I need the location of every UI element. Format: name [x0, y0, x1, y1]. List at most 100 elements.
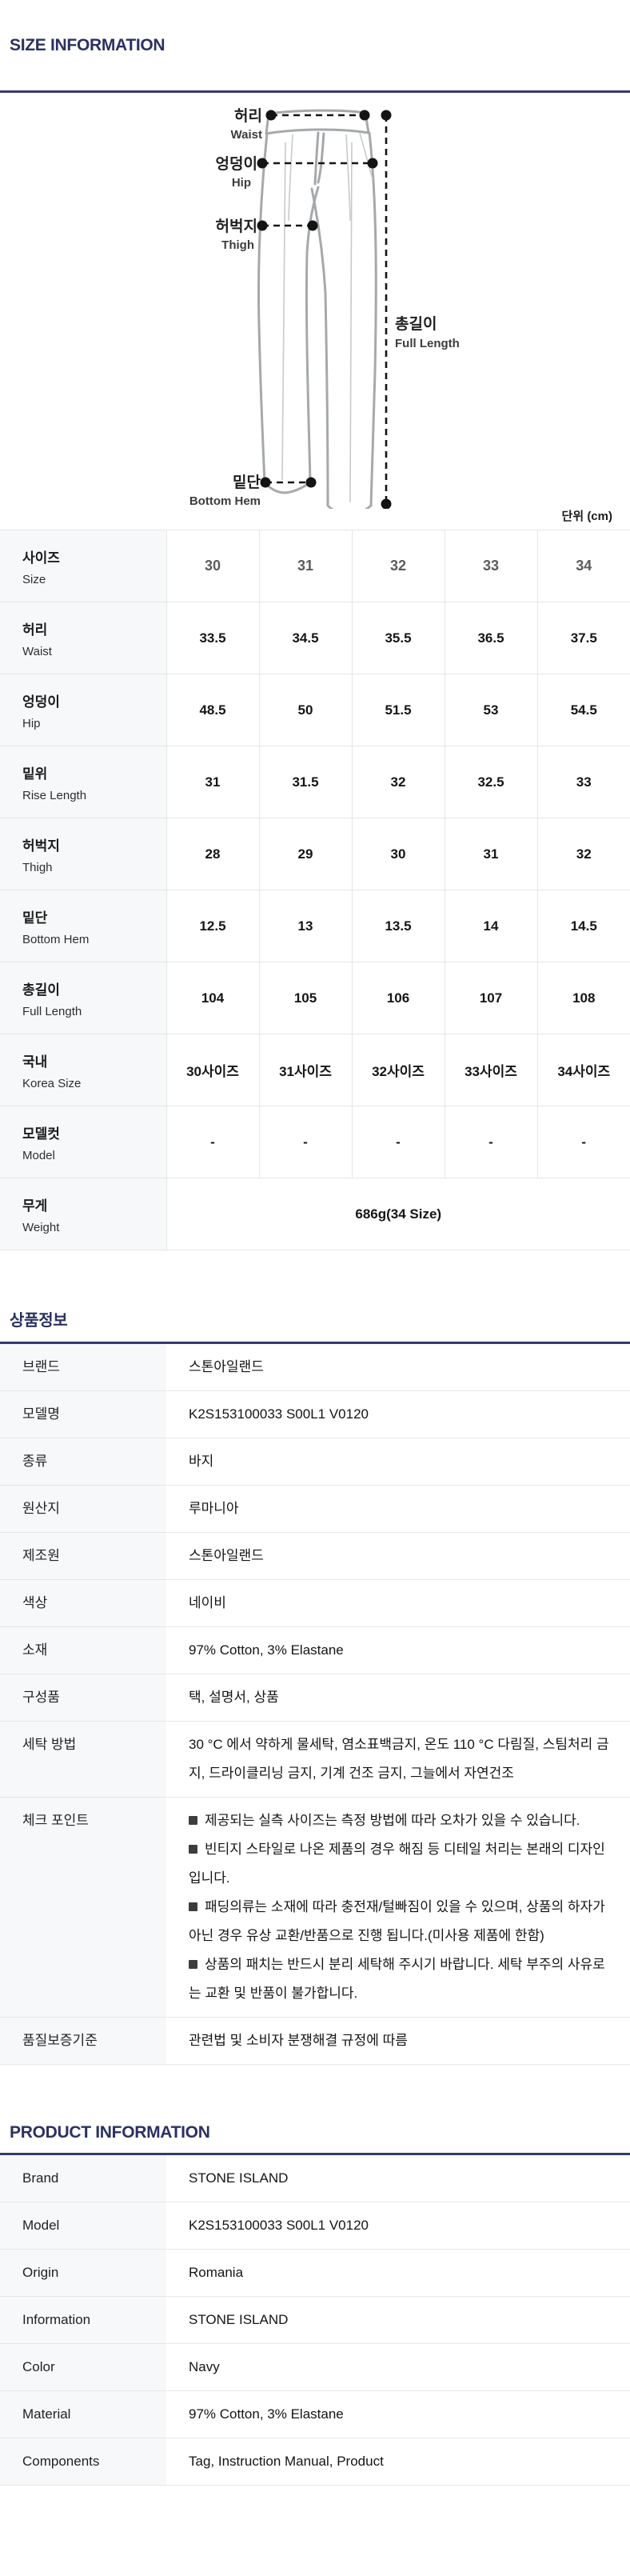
row-label-ko: 엉덩이 — [22, 694, 60, 710]
size-value-cell: - — [165, 1106, 260, 1179]
row-label-en: Model — [22, 1148, 55, 1162]
row-label: 품질보증기준 — [0, 2017, 166, 2066]
size-value-cell: 14 — [444, 890, 538, 963]
size-value-cell: 31 — [444, 818, 538, 891]
title-divider — [0, 2153, 630, 2156]
hip-label-ko: 엉덩이 — [216, 155, 257, 173]
size-value-cell: 29 — [258, 818, 353, 891]
size-value-cell: - — [444, 1106, 538, 1179]
table-row-weight: 무게 Weight 686g(34 Size) — [0, 1178, 630, 1251]
row-label-ko: 총길이 — [22, 982, 60, 998]
size-value-cell: 13 — [258, 890, 353, 963]
check-point-item: 패딩의류는 소재에 따라 충전재/털빠짐이 있을 수 있으며, 상품의 하자가 … — [189, 1893, 609, 1950]
row-value: 스톤아일랜드 — [166, 1532, 630, 1580]
row-label: Material — [0, 2390, 166, 2438]
size-value-cell: 33 — [444, 530, 538, 603]
table-row-size: 사이즈 Size 30 31 32 33 34 — [0, 530, 630, 603]
size-value-cell: 14.5 — [536, 890, 630, 963]
row-label-cell: 모델컷 Model — [0, 1106, 167, 1179]
row-label-en: Bottom Hem — [22, 932, 90, 946]
size-value-cell: - — [536, 1106, 630, 1179]
row-label: Origin — [0, 2249, 166, 2297]
row-label: 색상 — [0, 1579, 166, 1627]
check-point-item: 제공되는 실측 사이즈는 측정 방법에 따라 오차가 있을 수 있습니다. — [189, 1806, 609, 1835]
row-value: STONE ISLAND — [166, 2296, 630, 2344]
pants-measurement-diagram: 허리 Waist 엉덩이 Hip 허벅지 Thigh 총길이 Full Leng… — [0, 93, 630, 510]
size-information-title: SIZE INFORMATION — [10, 36, 165, 54]
table-row-components: Components Tag, Instruction Manual, Prod… — [0, 2438, 630, 2486]
full-length-label-en: Full Length — [395, 337, 460, 350]
table-row-color: Color Navy — [0, 2343, 630, 2391]
check-point-text: 상품의 패치는 반드시 분리 세탁해 주시기 바랍니다. 세탁 부주의 사유로는… — [189, 1957, 605, 2002]
row-label: 종류 — [0, 1438, 166, 1486]
title-divider — [0, 1342, 630, 1345]
row-label: 모델명 — [0, 1390, 166, 1438]
check-point-text: 빈티지 스타일로 나온 제품의 경우 해짐 등 디테일 처리는 본래의 디자인입… — [189, 1842, 605, 1886]
row-value: STONE ISLAND — [189, 2170, 289, 2186]
table-row-manufacturer: 제조원 스톤아일랜드 — [0, 1532, 630, 1580]
row-label-en: Korea Size — [22, 1076, 82, 1090]
row-label-ko: 허리 — [22, 622, 48, 638]
row-label: Brand — [0, 2155, 166, 2202]
size-value-cell: 32 — [536, 818, 630, 891]
row-label: 세탁 방법 — [0, 1721, 166, 1798]
row-value: 네이비 — [166, 1579, 630, 1627]
row-label-cell: 엉덩이 Hip — [0, 674, 167, 747]
size-value-cell: 104 — [165, 962, 260, 1035]
size-value-cell: 30 — [351, 818, 445, 891]
row-value: K2S153100033 S00L1 V0120 — [166, 1390, 630, 1438]
square-bullet-icon — [189, 1816, 197, 1826]
table-row-origin: Origin Romania — [0, 2249, 630, 2297]
thigh-label-ko: 허벅지 — [216, 218, 257, 235]
row-label-en: Rise Length — [22, 788, 87, 802]
bottom-hem-label-en: Bottom Hem — [189, 494, 261, 508]
kr-product-info-table: 브랜드 스톤아일랜드 모델명 K2S153100033 S00L1 V0120 … — [0, 1344, 630, 2066]
check-point-text: 패딩의류는 소재에 따라 충전재/털빠짐이 있을 수 있으며, 상품의 하자가 … — [189, 1899, 605, 1944]
square-bullet-icon — [189, 1845, 197, 1854]
row-label: Color — [0, 2343, 166, 2391]
size-value-cell: 30사이즈 — [165, 1034, 260, 1107]
kr-product-info-title: 상품정보 — [10, 1312, 68, 1330]
size-value-cell: 50 — [258, 674, 353, 747]
row-label-en: Size — [22, 572, 46, 586]
size-value-cell: 31.5 — [258, 746, 353, 819]
row-label: 체크 포인트 — [0, 1797, 166, 2018]
pants-creases — [281, 132, 373, 503]
row-label-en: Weight — [22, 1220, 60, 1234]
table-row-model: 모델컷 Model - - - - - — [0, 1106, 630, 1179]
table-row-origin: 원산지 루마니아 — [0, 1485, 630, 1533]
size-value-cell: 30 — [165, 530, 260, 603]
row-label-en: Thigh — [22, 860, 53, 874]
table-row-warranty: 품질보증기준 관련법 및 소비자 분쟁해결 규정에 따름 — [0, 2017, 630, 2066]
size-value-cell: 32 — [351, 746, 445, 819]
size-value-cell: - — [258, 1106, 353, 1179]
size-value-cell: 51.5 — [351, 674, 445, 747]
size-value-cell: 48.5 — [165, 674, 260, 747]
row-label: 제조원 — [0, 1532, 166, 1580]
bottom-hem-label-ko: 밑단 — [233, 474, 261, 491]
thigh-label-en: Thigh — [221, 238, 254, 252]
row-label-cell: 밑위 Rise Length — [0, 746, 167, 819]
table-row-category: 종류 바지 — [0, 1438, 630, 1486]
row-label: Model — [0, 2202, 166, 2250]
table-row-material: Material 97% Cotton, 3% Elastane — [0, 2390, 630, 2438]
row-value: 스톤아일랜드 — [189, 1359, 264, 1375]
row-value: 바지 — [166, 1438, 630, 1486]
title-divider — [0, 90, 630, 94]
size-value-cell: 12.5 — [165, 890, 260, 963]
row-value: 97% Cotton, 3% Elastane — [166, 1626, 630, 1674]
size-value-cell: 37.5 — [536, 602, 630, 675]
table-row-full-length: 총길이 Full Length 104 105 106 107 108 — [0, 962, 630, 1035]
en-product-info-table: Brand STONE ISLAND Model K2S153100033 S0… — [0, 2155, 630, 2486]
row-label-cell: 국내 Korea Size — [0, 1034, 167, 1107]
size-value-cell: 31 — [165, 746, 260, 819]
row-label: 구성품 — [0, 1674, 166, 1722]
en-product-info-title: PRODUCT INFORMATION — [10, 2123, 210, 2142]
row-label: 브랜드 — [0, 1344, 166, 1391]
row-label: 원산지 — [0, 1485, 166, 1533]
waist-label-ko: 허리 — [234, 107, 262, 125]
size-table: 사이즈 Size 30 31 32 33 34 허리 Waist 33.5 34… — [0, 530, 630, 1251]
table-row-rise: 밑위 Rise Length 31 31.5 32 32.5 33 — [0, 746, 630, 819]
row-label-ko: 허벅지 — [22, 838, 60, 854]
